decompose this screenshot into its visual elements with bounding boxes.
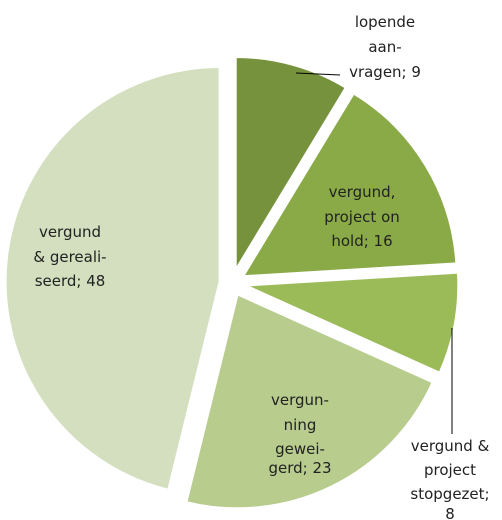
data-label-line: lopende — [355, 13, 415, 31]
data-label-line: vergund — [39, 223, 101, 241]
data-label: vergund & gereali-seerd; 48 — [33, 223, 106, 290]
data-label-line: stopgezet; — [410, 485, 489, 503]
data-label-line: vergund & — [411, 437, 490, 455]
data-label: vergun-ning gewei-gerd; 23 — [268, 391, 331, 477]
data-label-line: gewei- — [275, 440, 325, 458]
data-label: vergund, project on hold; 16 — [324, 183, 400, 250]
data-label-line: project on — [324, 208, 400, 226]
leader-line — [295, 72, 341, 76]
data-label: lopende aan-vragen; 9 — [349, 13, 421, 81]
pie-slice — [233, 54, 349, 277]
data-label-line: & gereali- — [33, 248, 106, 266]
data-label-line: ning — [284, 416, 317, 434]
data-label-line: vragen; 9 — [349, 63, 421, 81]
pie-slice — [3, 65, 222, 493]
data-label-line: aan- — [368, 38, 401, 56]
data-label-line: hold; 16 — [331, 232, 392, 250]
data-label-line: gerd; 23 — [268, 459, 331, 477]
pie-slice — [183, 291, 436, 511]
data-label-line: vergun- — [271, 391, 329, 409]
data-label-line: 8 — [445, 505, 455, 520]
data-label-line: project — [424, 461, 476, 479]
data-label: vergund & project stopgezet; 8 — [410, 437, 489, 520]
data-label-line: seerd; 48 — [35, 272, 106, 290]
pie-slice — [239, 90, 459, 279]
data-label-line: vergund, — [329, 183, 396, 201]
pie-slice — [243, 270, 461, 376]
